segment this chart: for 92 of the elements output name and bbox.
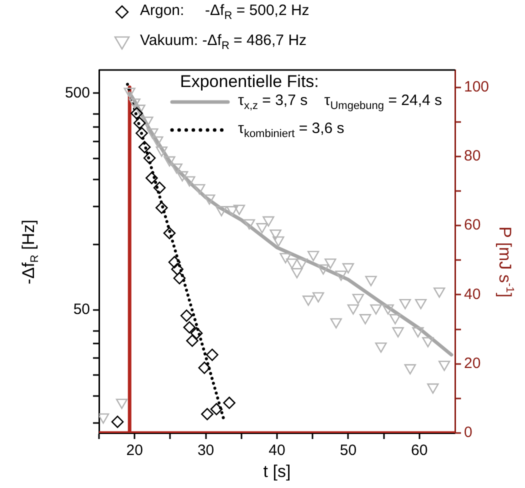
point: [286, 258, 298, 269]
y2-tick-label: 0: [464, 424, 472, 442]
point: [414, 298, 427, 310]
point: [270, 229, 282, 240]
point: [433, 287, 446, 298]
point: [262, 216, 274, 227]
point: [136, 127, 148, 140]
legend-title: Exponentielle Fits:: [180, 72, 319, 92]
point: [111, 416, 124, 428]
point: [342, 263, 354, 274]
point: [143, 152, 156, 164]
point: [134, 104, 146, 115]
point: [330, 318, 342, 329]
point: [142, 116, 154, 127]
point: [223, 396, 236, 410]
point: [204, 194, 216, 205]
point: [427, 383, 439, 394]
point: [128, 98, 140, 109]
y-tick-label: 500: [64, 84, 90, 102]
point: [399, 298, 412, 310]
point: [168, 256, 181, 268]
point: [146, 128, 158, 139]
point: [130, 107, 143, 120]
point: [153, 182, 166, 194]
y2-tick-label: 20: [464, 355, 481, 372]
point: [99, 413, 110, 424]
point: [335, 270, 347, 281]
point: [312, 292, 324, 303]
point: [352, 294, 364, 304]
point: [146, 172, 158, 184]
point: [382, 304, 394, 315]
point: [124, 88, 136, 98]
point: [256, 223, 268, 234]
point: [392, 327, 404, 338]
point: [176, 171, 188, 182]
point: [184, 176, 196, 187]
point: [201, 408, 214, 420]
legend-label: τ$_{x,z}$ = 3,7 s τ$_{Umgebung}$ = 24,4 s: [238, 92, 442, 112]
point: [180, 310, 193, 322]
point: [302, 296, 314, 306]
point: [438, 360, 450, 372]
point: [206, 348, 218, 361]
point: [243, 219, 256, 230]
point: [233, 204, 246, 216]
point: [307, 250, 320, 262]
point: [412, 327, 424, 338]
point: [198, 362, 211, 374]
point: [116, 398, 128, 409]
point: [296, 258, 308, 269]
point: [370, 304, 382, 315]
point: [324, 258, 336, 269]
legend-label: Vakuum: -Δf$_{R}$ = 486,7 Hz: [140, 32, 307, 52]
point: [156, 146, 168, 157]
point: [163, 226, 176, 240]
point: [173, 272, 186, 284]
point: [170, 163, 182, 174]
point: [216, 206, 228, 216]
point: [138, 140, 151, 154]
legend-label: τ$_{kombiniert}$ = 3,6 s: [238, 120, 344, 140]
point: [389, 314, 402, 324]
y2-tick-label: 100: [464, 78, 490, 96]
point: [171, 263, 184, 276]
point: [156, 202, 168, 214]
y2-tick-label: 80: [464, 148, 481, 165]
point: [365, 276, 377, 286]
point: [291, 268, 303, 278]
point: [404, 364, 416, 374]
point: [186, 334, 198, 347]
point: [210, 402, 223, 416]
x-tick-label: 50: [340, 442, 357, 460]
point: [280, 253, 292, 264]
point: [133, 116, 146, 130]
point: [422, 337, 434, 348]
y2-tick-label: 60: [464, 216, 481, 234]
point: [347, 304, 360, 315]
point: [226, 206, 238, 216]
point: [183, 321, 196, 334]
x-axis-title: t [s]: [263, 462, 291, 482]
x-tick-label: 40: [268, 442, 286, 460]
legend-label: Argon: -Δf$_{R}$ = 500,2 Hz: [140, 2, 310, 22]
x-tick-label: 60: [411, 442, 428, 460]
x-tick-label: 20: [126, 442, 143, 460]
point: [152, 136, 164, 147]
point: [317, 264, 330, 275]
point: [359, 314, 372, 324]
point: [194, 184, 206, 194]
point: [164, 156, 176, 167]
point: [190, 327, 203, 340]
y2-tick-label: 40: [464, 286, 481, 303]
point: [272, 236, 284, 247]
x-tick-label: 30: [197, 442, 214, 460]
point: [375, 342, 387, 353]
